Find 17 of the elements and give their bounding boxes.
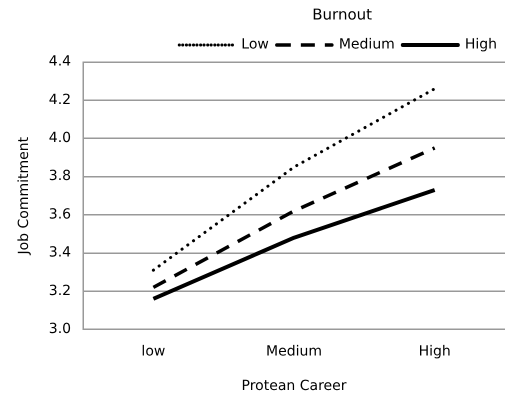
y-tick-label: 3.0 bbox=[48, 321, 72, 338]
legend-title: Burnout bbox=[312, 5, 372, 24]
x-tick-label: low bbox=[141, 343, 166, 360]
y-tick-label: 3.8 bbox=[48, 168, 72, 184]
legend-label: Low bbox=[241, 36, 269, 53]
x-tick-label: Medium bbox=[266, 343, 322, 360]
legend-label: High bbox=[464, 36, 498, 53]
x-tick-label: High bbox=[418, 343, 451, 360]
x-axis-title: Protean Career bbox=[242, 378, 347, 394]
y-tick-label: 3.4 bbox=[48, 244, 72, 261]
y-tick-label: 4.4 bbox=[48, 54, 72, 70]
y-axis-title: Job Commitment bbox=[16, 136, 32, 256]
y-tick-label: 4.2 bbox=[48, 92, 72, 108]
y-tick-label: 3.2 bbox=[48, 282, 72, 299]
legend-label: Medium bbox=[338, 36, 395, 53]
y-tick-label: 3.6 bbox=[48, 206, 72, 222]
y-tick-label: 4.0 bbox=[48, 130, 72, 146]
